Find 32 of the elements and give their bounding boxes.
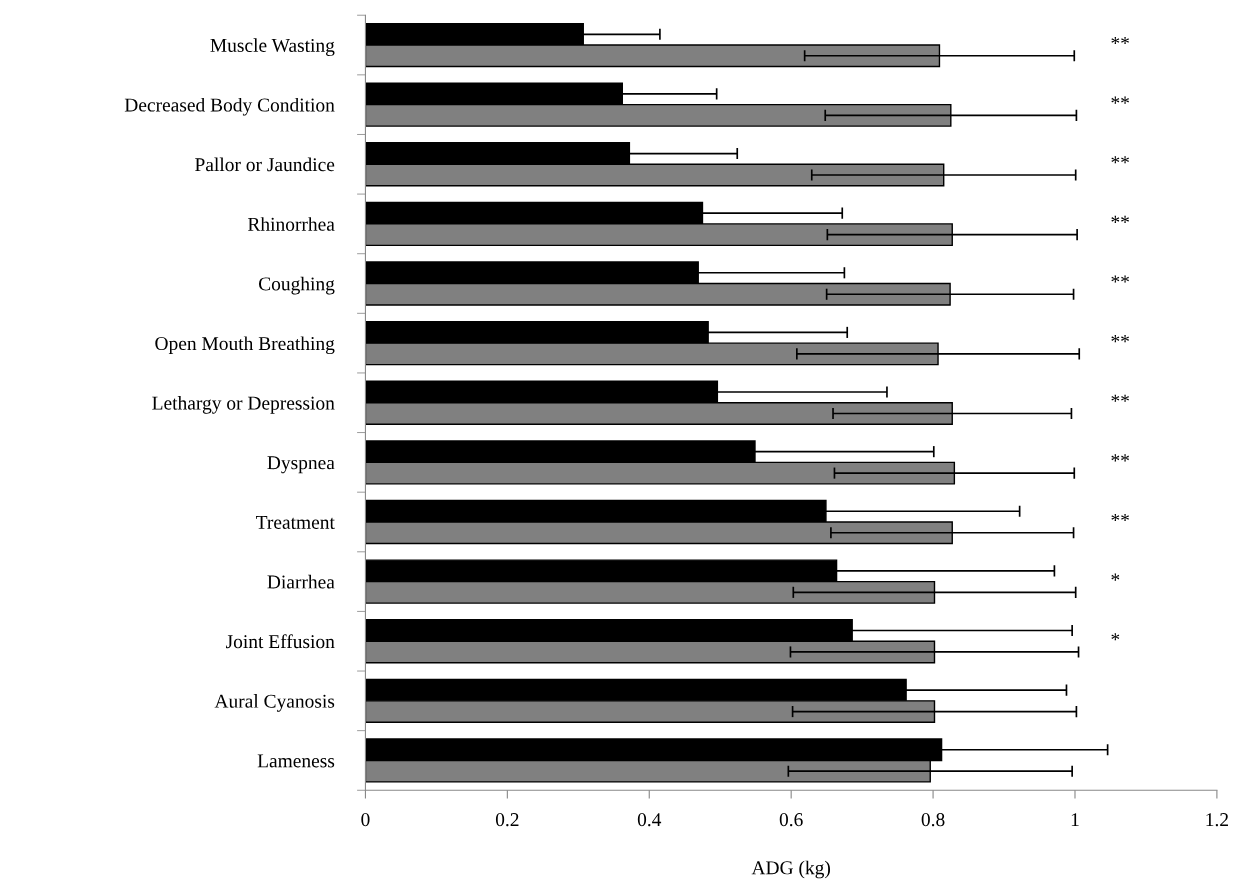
x-tick-label: 1 (1071, 813, 1079, 826)
y-tick-label: Lethargy or Depression (152, 396, 335, 414)
annotation: * (1111, 573, 1120, 581)
y-tick-label: Rhinorrhea (247, 217, 335, 231)
annotation: ** (1111, 156, 1129, 164)
annotation: ** (1111, 394, 1129, 402)
y-tick-label: Muscle Wasting (210, 38, 335, 56)
y-tick-label: Lameness (257, 754, 335, 768)
annotation: ** (1111, 36, 1129, 45)
y-tick-label: Diarrhea (267, 574, 335, 589)
y-tick-label: Dyspnea (267, 456, 335, 474)
y-tick-label: Joint Effusion (225, 634, 335, 649)
annotation: ** (1111, 96, 1129, 104)
y-tick-label: Aural Cyanosis (214, 694, 335, 712)
x-tick-label: 0.6 (779, 813, 803, 827)
annotation: ** (1111, 215, 1129, 223)
y-tick-label: Open Mouth Breathing (155, 336, 335, 355)
x-tick-label: 0.8 (921, 813, 945, 827)
y-tick-label: Coughing (258, 276, 335, 295)
annotation: ** (1111, 454, 1129, 462)
x-tick-label: 0 (361, 813, 370, 827)
annotation: * (1111, 633, 1120, 641)
x-tick-label: 0.4 (637, 813, 662, 827)
annotation: ** (1111, 335, 1129, 343)
annotation: ** (1111, 275, 1129, 283)
annotation: ** (1111, 513, 1129, 522)
x-axis-title: ADG (kg) (751, 860, 831, 879)
x-tick-label: 0.2 (495, 813, 519, 827)
x-tick-label: 1.2 (1206, 813, 1228, 827)
y-tick-label: Treatment (256, 516, 335, 529)
y-tick-label: Decreased Body Condition (124, 97, 335, 116)
y-tick-label: Pallor or Jaundice (195, 157, 335, 172)
